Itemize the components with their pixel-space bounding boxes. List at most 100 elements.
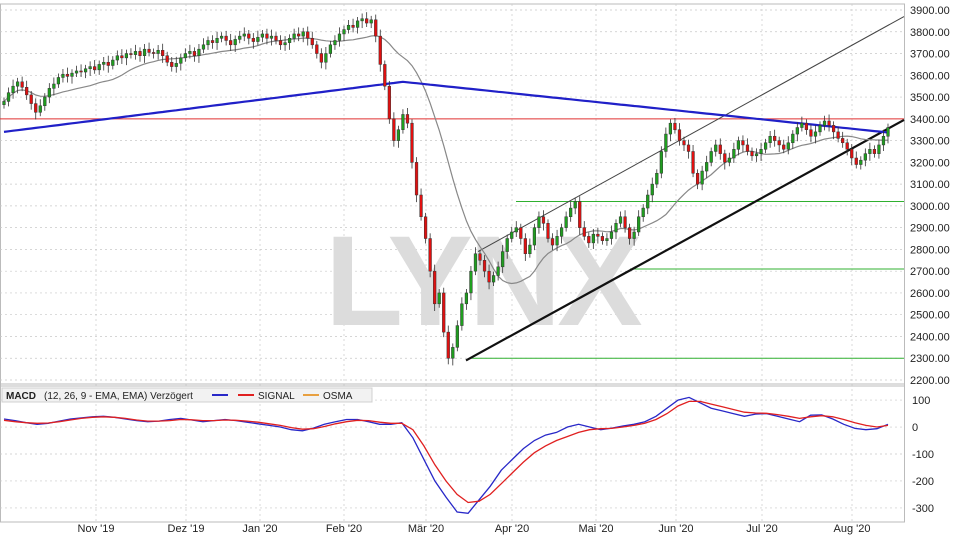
candle	[859, 156, 863, 170]
candle-up-body	[818, 125, 822, 133]
candle-up-body	[61, 73, 65, 78]
candle	[256, 30, 260, 46]
candle-down-body	[274, 35, 278, 41]
candle	[192, 47, 197, 62]
candle-up-body	[618, 216, 623, 224]
candle	[56, 73, 61, 88]
candle-down-body	[365, 18, 369, 24]
main-panel-border	[0, 3, 905, 387]
candle-up-body	[646, 194, 650, 209]
candle	[841, 131, 845, 148]
candle	[405, 107, 410, 129]
candle-up-body	[714, 144, 718, 152]
candle	[97, 60, 101, 75]
candle-down-body	[582, 227, 586, 237]
trend-support-line	[465, 118, 905, 362]
moving-averages	[3, 34, 889, 285]
candle	[342, 25, 346, 42]
candle-up-body	[102, 61, 106, 65]
candle	[546, 219, 550, 243]
candle	[800, 116, 804, 132]
date-axis-ticks: Nov '19 Dez '19 Jan '20 Feb '20 Mär '20 Apr '…	[78, 523, 871, 535]
candle-up-body	[301, 31, 305, 37]
candle-up-body	[188, 51, 192, 54]
candle	[573, 197, 577, 215]
price-tick-label: 3300.00	[910, 136, 950, 148]
candle-up-body	[795, 127, 799, 135]
candle	[151, 48, 156, 59]
short-moving-average-line	[3, 34, 888, 285]
candle-up-body	[233, 39, 237, 46]
candle	[659, 146, 663, 179]
price-axis-ticks: 2200.00 2300.00 2400.00 2500.00 2600.00 2700.…	[910, 5, 950, 387]
candle	[455, 320, 459, 352]
candle	[183, 48, 187, 62]
date-tick-label: Jun '20	[658, 523, 693, 535]
candle	[541, 210, 546, 231]
candle	[473, 247, 478, 276]
candle	[346, 20, 351, 34]
candle	[505, 234, 509, 259]
candle	[251, 33, 255, 49]
candle-down-body	[773, 135, 777, 141]
candle	[324, 47, 328, 70]
candle-up-body	[337, 33, 342, 41]
candle-up-body	[38, 105, 42, 113]
candle-up-body	[455, 325, 459, 348]
candle	[265, 28, 269, 45]
candle	[301, 27, 305, 43]
candle	[804, 119, 809, 135]
candle-up-body	[514, 227, 518, 233]
candle-up-body	[668, 122, 673, 135]
macd-tick-label: -100	[912, 449, 934, 461]
candle-up-body	[813, 131, 818, 137]
candle-down-body	[546, 223, 550, 239]
price-tick-label: 3500.00	[910, 92, 950, 104]
candle	[886, 123, 890, 144]
candle-down-body	[442, 292, 446, 333]
macd-tick-label: -200	[912, 476, 934, 488]
candle	[519, 223, 523, 245]
candle-up-body	[360, 18, 364, 22]
candle	[278, 35, 283, 50]
candle-up-body	[242, 33, 246, 37]
date-tick-label: Apr '20	[495, 523, 530, 535]
candle-down-body	[192, 51, 197, 56]
candle-up-body	[451, 347, 455, 359]
candle	[877, 139, 881, 159]
price-tick-label: 2200.00	[910, 375, 950, 387]
candle	[795, 122, 799, 142]
candle	[782, 139, 786, 154]
candle-down-body	[229, 40, 233, 46]
candle	[437, 289, 441, 308]
candle-down-body	[378, 35, 382, 65]
candle	[691, 144, 695, 178]
price-tick-label: 2300.00	[910, 353, 950, 365]
candle-up-body	[15, 81, 20, 87]
candle	[124, 49, 129, 66]
candle-up-body	[56, 77, 61, 85]
candle-up-body	[124, 53, 129, 59]
signal-series-line	[3, 400, 889, 504]
candle	[827, 114, 831, 132]
candle-down-body	[392, 118, 396, 141]
candle	[365, 12, 369, 27]
candle	[38, 99, 42, 117]
candle-up-body	[70, 72, 74, 77]
candle-down-body	[741, 140, 745, 146]
candle-down-body	[306, 31, 310, 39]
watermark: LYNX	[325, 210, 642, 353]
candle-down-body	[351, 24, 355, 28]
candle	[93, 60, 97, 74]
candle-down-body	[482, 260, 487, 272]
candle	[831, 121, 836, 140]
candle	[433, 264, 437, 312]
date-tick-label: Mär '20	[408, 523, 444, 535]
candle-up-body	[736, 140, 741, 150]
candle	[260, 30, 265, 43]
candle	[88, 61, 92, 76]
candle	[446, 325, 450, 365]
candle-up-body	[705, 162, 709, 172]
candle	[142, 43, 147, 63]
price-tick-label: 3200.00	[910, 157, 950, 169]
